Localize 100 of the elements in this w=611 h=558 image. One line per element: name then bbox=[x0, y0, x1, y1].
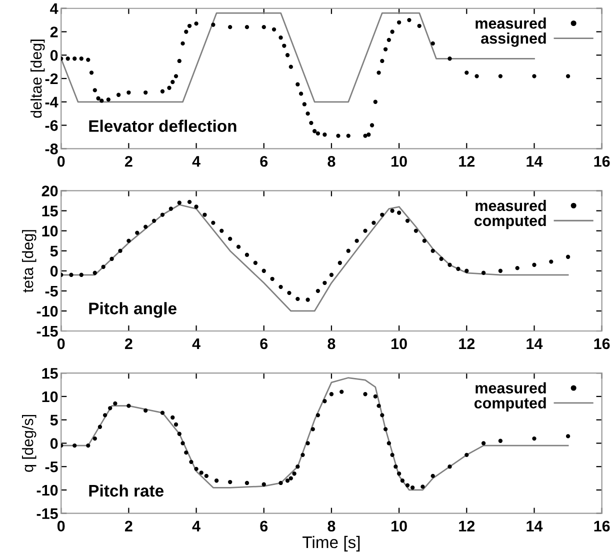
point bbox=[167, 86, 172, 90]
point bbox=[390, 30, 394, 34]
point bbox=[194, 204, 198, 209]
x-tick-label: 4 bbox=[192, 520, 200, 532]
point bbox=[372, 220, 376, 225]
x-tick-label: 6 bbox=[260, 520, 268, 532]
point bbox=[177, 58, 182, 64]
point bbox=[96, 96, 100, 100]
point bbox=[396, 20, 402, 24]
point bbox=[422, 238, 426, 243]
x-axis-title: Time [s] bbox=[302, 536, 360, 552]
point bbox=[92, 88, 97, 92]
point bbox=[292, 472, 296, 476]
x-tick-label: 12 bbox=[459, 156, 475, 167]
point bbox=[160, 89, 165, 94]
point bbox=[174, 74, 178, 78]
y-tick-label: -5 bbox=[45, 462, 58, 472]
point bbox=[380, 413, 384, 418]
point bbox=[417, 24, 422, 28]
point bbox=[135, 230, 140, 235]
point bbox=[160, 410, 165, 415]
point bbox=[262, 482, 266, 486]
legend-label: assigned bbox=[481, 32, 546, 47]
point bbox=[285, 53, 290, 58]
point bbox=[336, 134, 340, 138]
point bbox=[199, 470, 204, 475]
y-tick-label: -15 bbox=[36, 326, 58, 337]
point bbox=[439, 256, 444, 261]
point bbox=[287, 290, 292, 296]
point bbox=[72, 56, 77, 61]
point bbox=[69, 272, 74, 277]
point bbox=[100, 98, 104, 103]
point bbox=[144, 224, 148, 229]
x-tick-label: 16 bbox=[594, 520, 610, 532]
legend-label: measured bbox=[476, 18, 546, 29]
y-tick-label: -5 bbox=[45, 286, 58, 297]
point bbox=[296, 296, 300, 302]
y-tick-label: 15 bbox=[42, 206, 58, 216]
point bbox=[288, 64, 293, 69]
point bbox=[481, 441, 486, 446]
point bbox=[390, 208, 394, 213]
point bbox=[79, 272, 84, 277]
y-tick-label: -15 bbox=[36, 508, 58, 520]
point bbox=[532, 436, 536, 441]
point bbox=[187, 200, 192, 204]
point bbox=[405, 483, 410, 488]
x-tick-label: 12 bbox=[459, 520, 475, 532]
point bbox=[532, 262, 536, 267]
point bbox=[126, 404, 131, 408]
point bbox=[110, 256, 114, 261]
point bbox=[168, 206, 174, 211]
point bbox=[400, 478, 405, 483]
point bbox=[285, 478, 290, 483]
point bbox=[386, 38, 392, 42]
point bbox=[177, 432, 182, 436]
point bbox=[316, 413, 320, 418]
legend-label: computed bbox=[474, 397, 546, 412]
point bbox=[102, 413, 108, 418]
y-tick-label: 20 bbox=[42, 186, 58, 196]
point bbox=[407, 18, 412, 22]
x-tick-label: 14 bbox=[526, 520, 543, 532]
point bbox=[373, 394, 378, 399]
legend-label: measured bbox=[476, 200, 546, 212]
point bbox=[270, 276, 274, 281]
point bbox=[566, 254, 570, 259]
point bbox=[92, 270, 97, 275]
point bbox=[420, 484, 425, 489]
point bbox=[126, 90, 131, 95]
x-tick-label: 8 bbox=[328, 520, 336, 532]
point bbox=[498, 438, 503, 443]
x-tick-label: 8 bbox=[328, 338, 336, 350]
point bbox=[144, 90, 148, 95]
point bbox=[66, 56, 70, 61]
x-tick-label: 4 bbox=[192, 338, 200, 350]
point bbox=[278, 480, 283, 486]
point bbox=[300, 452, 305, 457]
x-tick-label: 2 bbox=[124, 520, 132, 532]
point bbox=[180, 41, 185, 46]
point bbox=[262, 268, 266, 273]
point bbox=[430, 41, 435, 46]
y-tick-label: 0 bbox=[50, 50, 58, 61]
point bbox=[180, 441, 185, 446]
point bbox=[380, 212, 384, 217]
y-tick-label: -10 bbox=[36, 306, 58, 317]
point bbox=[481, 270, 486, 275]
point bbox=[396, 472, 402, 476]
point bbox=[316, 131, 320, 136]
point bbox=[386, 441, 392, 446]
x-tick-label: 10 bbox=[392, 156, 407, 167]
x-tick-label: 14 bbox=[526, 156, 543, 167]
point bbox=[306, 298, 310, 302]
point bbox=[174, 422, 178, 427]
y-tick-label: 10 bbox=[42, 391, 58, 402]
y-tick-label: 10 bbox=[42, 226, 58, 236]
point bbox=[302, 102, 307, 106]
point bbox=[383, 427, 388, 432]
point bbox=[101, 264, 106, 269]
point bbox=[296, 82, 300, 86]
point bbox=[189, 460, 194, 464]
point bbox=[309, 120, 314, 126]
